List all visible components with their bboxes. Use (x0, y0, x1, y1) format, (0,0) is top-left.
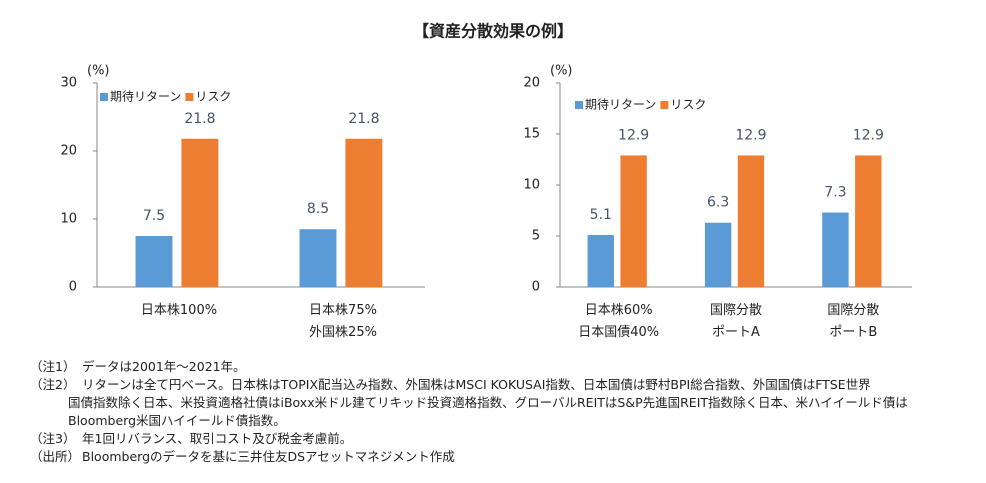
note-text: リターンは全て円ベース。日本株はTOPIX配当込み指数、外国株はMSCI KOK… (82, 377, 871, 392)
y-tick-label: 10 (523, 178, 540, 193)
y-tick-label: 15 (523, 127, 540, 142)
bar (704, 222, 732, 287)
note-label: （注2） (30, 377, 76, 392)
x-tick-label: 国際分散 ポートB (827, 303, 880, 340)
bar (822, 212, 849, 287)
legend-label: リスク (195, 90, 231, 104)
legend-label: リスク (670, 98, 706, 112)
y-tick-label: 20 (60, 144, 77, 159)
data-label: 7.3 (824, 185, 846, 201)
legend-swatch (660, 101, 669, 109)
legend-swatch (100, 93, 108, 101)
bar (737, 155, 765, 287)
note-text: 国債指数除く日本、米投資適格社債はiBoxx米ドル建てリキッド投資適格指数、グロ… (68, 395, 908, 410)
data-label: 7.5 (143, 208, 165, 224)
legend-label: 期待リターン (110, 90, 181, 104)
note-text: データは2001年～2021年。 (82, 359, 246, 374)
bar (299, 229, 337, 287)
data-label: 6.3 (707, 195, 729, 211)
note-label: （注1） (30, 359, 76, 374)
legend-swatch (575, 101, 583, 109)
note-text: Bloomberg米国ハイイールド債指数。 (68, 413, 286, 428)
x-tick-label: 日本株100% (140, 303, 218, 318)
bar (345, 138, 383, 287)
y-tick-label: 30 (60, 76, 77, 91)
data-label: 12.9 (735, 127, 766, 143)
bar (855, 155, 882, 287)
note-label: （注3） (30, 431, 76, 446)
bar (587, 234, 614, 287)
x-tick-label: 日本株75% 外国株25% (309, 303, 377, 340)
y-tick-label: 0 (532, 280, 540, 295)
y-tick-label: 5 (532, 229, 540, 244)
data-label: 5.1 (590, 207, 612, 223)
legend-label: 期待リターン (585, 98, 656, 112)
bar (181, 138, 219, 287)
y-axis-label: (%) (87, 64, 110, 79)
y-tick-label: 20 (523, 76, 540, 91)
note-label: （出所） (30, 449, 81, 464)
x-tick-label: 日本株60% 日本国債40% (578, 303, 660, 340)
note-text: Bloombergのデータを基に三井住友DSアセットマネジメント作成 (82, 449, 455, 464)
note-text: 年1回リバランス、取引コスト及び税金考慮前。 (82, 431, 353, 446)
data-label: 21.8 (348, 111, 379, 127)
x-tick-label: 国際分散 ポートA (709, 303, 762, 340)
bar (620, 155, 647, 287)
y-tick-label: 10 (60, 212, 77, 227)
data-label: 8.5 (307, 201, 329, 217)
data-label: 21.8 (184, 111, 215, 127)
data-label: 12.9 (853, 127, 884, 143)
y-tick-label: 0 (69, 280, 77, 295)
bar (135, 236, 173, 287)
y-axis-label: (%) (550, 64, 573, 79)
title: 【資産分散効果の例】 (413, 22, 573, 41)
data-label: 12.9 (618, 127, 649, 143)
legend-swatch (185, 93, 194, 101)
